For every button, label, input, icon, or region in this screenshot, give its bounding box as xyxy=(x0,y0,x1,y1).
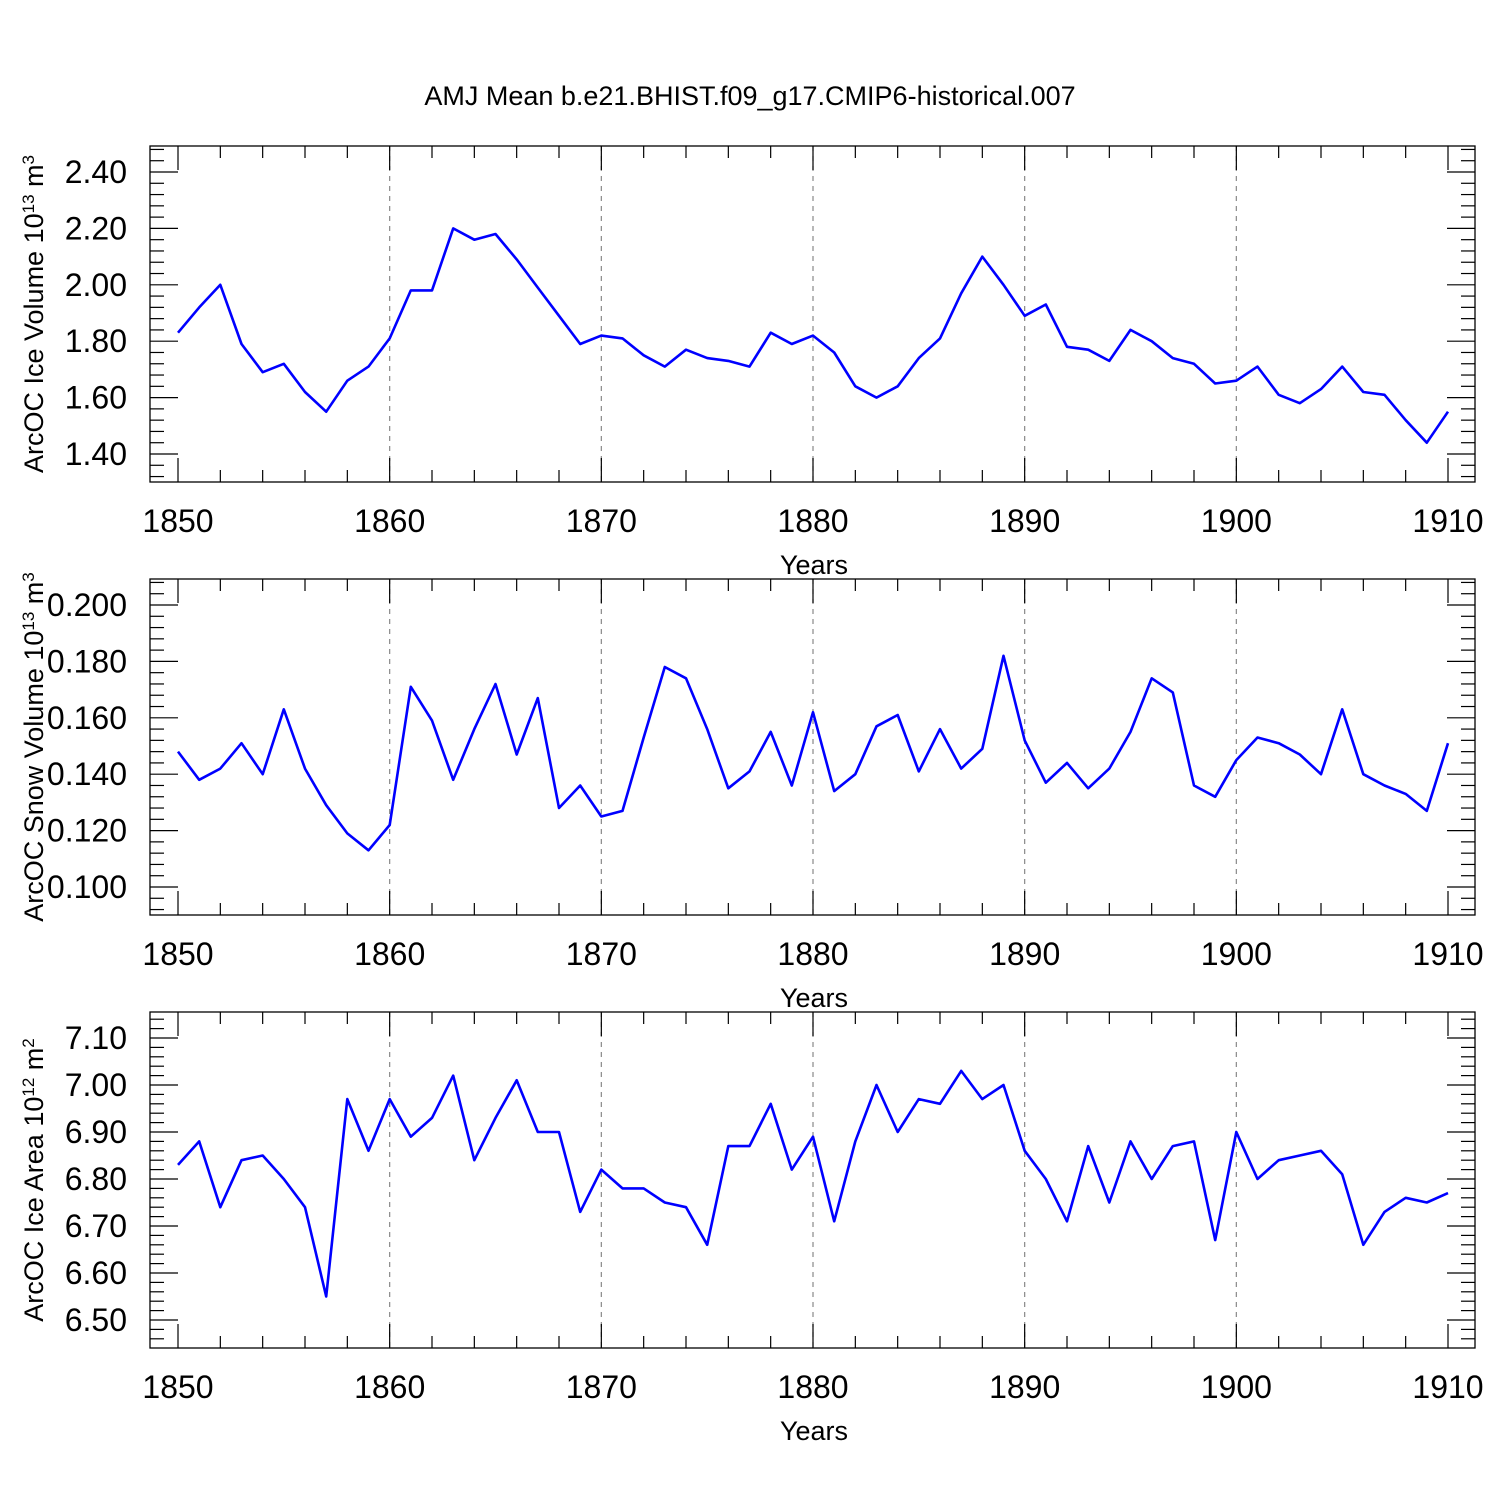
x-tick-label: 1900 xyxy=(1201,503,1272,539)
y-tick-label: 0.120 xyxy=(47,813,127,849)
x-axis-label: Years xyxy=(780,1416,848,1446)
x-tick-label: 1910 xyxy=(1412,503,1483,539)
x-axis-label: Years xyxy=(780,550,848,580)
y-axis-label-superscript: 3 xyxy=(19,572,38,581)
panel-2: 0.100 0.120 0.140 0.160 0.180 0.200 1850 1860 18… xyxy=(19,572,1484,1013)
y-tick-label: 2.40 xyxy=(65,154,127,190)
x-tick-label: 1910 xyxy=(1412,936,1483,972)
series-line-1 xyxy=(176,654,1450,852)
series-line-1 xyxy=(177,1069,1449,1298)
y-axis-label-superscript: 2 xyxy=(19,1038,38,1047)
y-tick-label: 2.20 xyxy=(65,210,127,246)
x-tick-label: 1850 xyxy=(142,1369,213,1405)
y-tick-label: 0.140 xyxy=(47,756,127,792)
y-axis-label: ArcOC Ice Volume 1013 m3 xyxy=(19,155,49,473)
x-tick-label: 1880 xyxy=(777,1369,848,1405)
x-tick-label: 1850 xyxy=(142,503,213,539)
series-line-1 xyxy=(177,227,1450,445)
y-axis-label: ArcOC Ice Area 1012 m2 xyxy=(19,1038,49,1322)
panel-1: 1.40 1.60 1.80 2.00 2.20 2.40 1850 1860 1870 1880… xyxy=(19,145,1484,580)
y-tick-label: 0.100 xyxy=(47,869,127,905)
x-tick-label: 1910 xyxy=(1412,1369,1483,1405)
y-axis-label-superscript: 13 xyxy=(19,612,38,631)
y-tick-label: 6.70 xyxy=(65,1208,127,1244)
y-axis-label-part: m xyxy=(19,1048,49,1078)
y-tick-label: 6.50 xyxy=(65,1302,127,1338)
y-axis-label-part: ArcOC Ice Area 10 xyxy=(19,1097,49,1322)
x-tick-label: 1870 xyxy=(566,503,637,539)
y-tick-label: 1.80 xyxy=(65,323,127,359)
x-axis-label: Years xyxy=(780,983,848,1013)
x-tick-label: 1870 xyxy=(566,1369,637,1405)
y-tick-label: 0.160 xyxy=(47,700,127,736)
y-axis-label-part: m xyxy=(19,582,49,612)
x-tick-label: 1890 xyxy=(989,936,1060,972)
y-tick-label: 0.200 xyxy=(47,587,127,623)
x-tick-label: 1860 xyxy=(354,503,425,539)
y-tick-label: 7.10 xyxy=(65,1020,127,1056)
y-tick-label: 1.40 xyxy=(65,436,127,472)
x-tick-label: 1860 xyxy=(354,936,425,972)
x-tick-label: 1900 xyxy=(1201,1369,1272,1405)
y-tick-label: 0.180 xyxy=(47,643,127,679)
y-axis-label-part: ArcOC Ice Volume 10 xyxy=(19,213,49,473)
y-tick-label: 1.60 xyxy=(65,380,127,416)
x-tick-label: 1870 xyxy=(566,936,637,972)
x-tick-label: 1890 xyxy=(989,1369,1060,1405)
y-tick-label: 2.00 xyxy=(65,267,127,303)
y-tick-label: 6.60 xyxy=(65,1255,127,1291)
y-tick-label: 6.90 xyxy=(65,1114,127,1150)
panels: 1.40 1.60 1.80 2.00 2.20 2.40 1850 1860 1870 1880… xyxy=(19,145,1484,1446)
x-tick-label: 1880 xyxy=(777,503,848,539)
y-tick-label: 7.00 xyxy=(65,1067,127,1103)
y-tick-label: 6.80 xyxy=(65,1161,127,1197)
y-axis-label-superscript: 3 xyxy=(19,155,38,164)
figure-title: AMJ Mean b.e21.BHIST.f09_g17.CMIP6-histo… xyxy=(424,81,1075,111)
x-tick-label: 1900 xyxy=(1201,936,1272,972)
y-axis-label-superscript: 12 xyxy=(19,1078,38,1097)
y-axis-label-part: ArcOC Snow Volume 10 xyxy=(19,631,49,922)
x-tick-label: 1860 xyxy=(354,1369,425,1405)
y-axis-label: ArcOC Snow Volume 1013 m3 xyxy=(19,572,49,922)
panel-3: 6.50 6.60 6.70 6.80 6.90 7.00 7.10 1850 1860 1870… xyxy=(19,1011,1484,1446)
x-tick-label: 1890 xyxy=(989,503,1060,539)
y-axis-label-superscript: 13 xyxy=(19,194,38,213)
x-tick-label: 1850 xyxy=(142,936,213,972)
y-axis-label-part: m xyxy=(19,164,49,194)
x-tick-label: 1880 xyxy=(777,936,848,972)
